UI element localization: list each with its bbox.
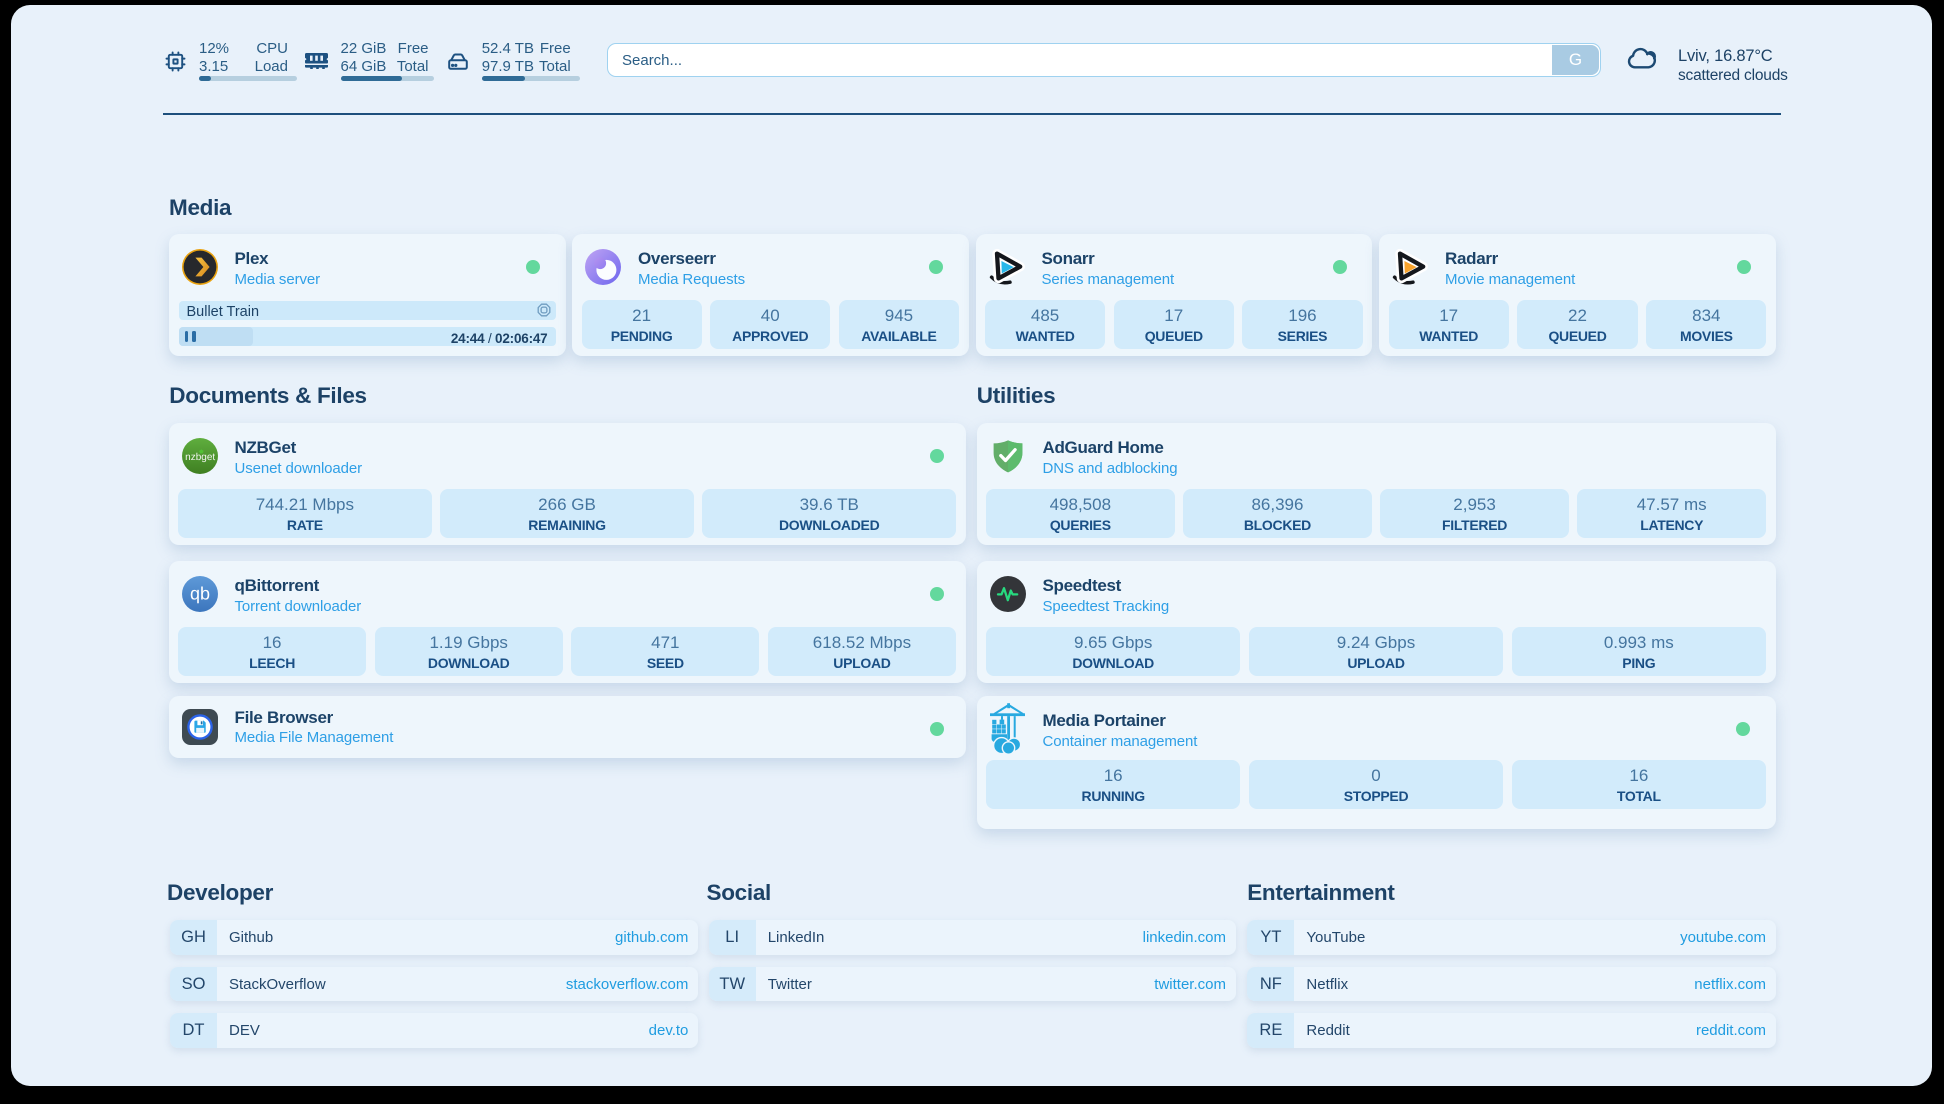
svg-text:qb: qb <box>189 584 209 604</box>
svg-text:nzbget: nzbget <box>185 452 215 463</box>
